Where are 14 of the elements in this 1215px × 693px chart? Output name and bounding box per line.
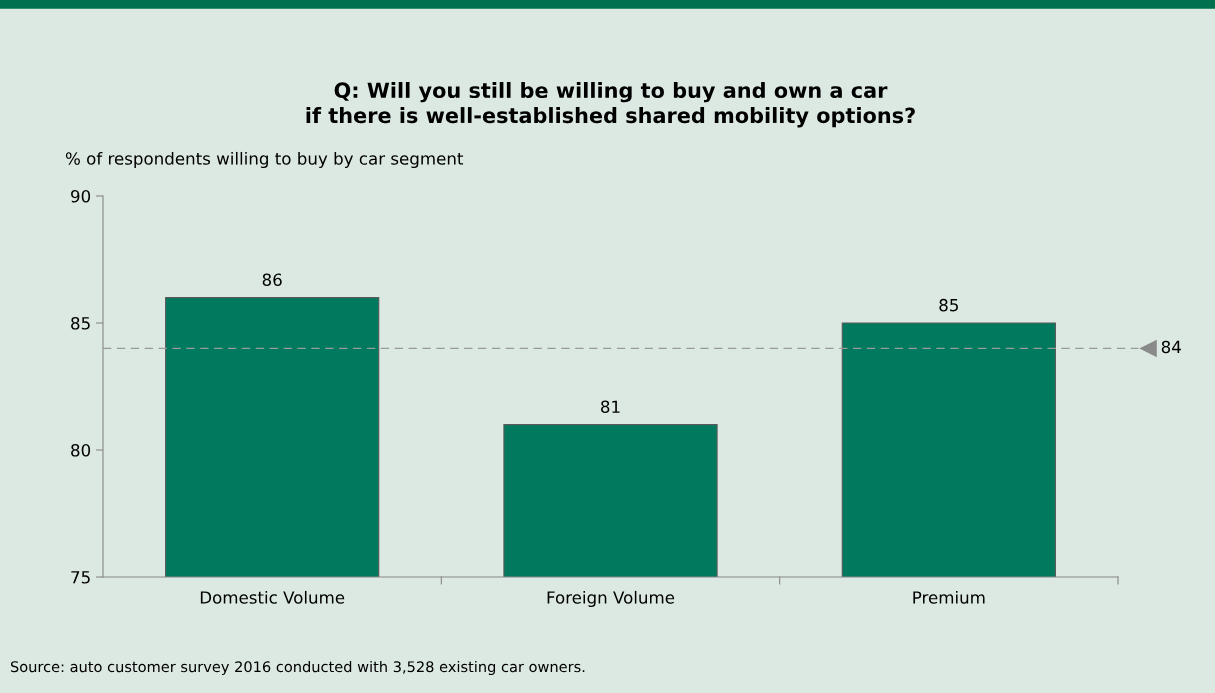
y-tick-label: 75 <box>71 571 90 584</box>
y-axis-title: % of respondents willing to buy by car segment <box>65 151 464 169</box>
ref-line-label: 84 <box>1161 340 1181 354</box>
data-label: 85 <box>939 298 958 312</box>
chart-title: Q: Will you still be willing to buy and own a car if there is well-established shared mobility options? <box>306 81 915 128</box>
y-tick-label: 90 <box>71 189 91 203</box>
data-label: 86 <box>262 273 282 287</box>
data-label: 81 <box>601 400 620 414</box>
x-tick-label: Foreign Volume <box>547 590 675 608</box>
y-tick-label: 85 <box>71 316 90 330</box>
source-note: Source: auto customer survey 2016 conducted with 3,528 existing car owners. <box>10 660 585 676</box>
y-tick-label: 80 <box>71 443 91 457</box>
x-tick-label: Domestic Volume <box>200 590 345 604</box>
x-tick-label: Premium <box>913 590 985 604</box>
